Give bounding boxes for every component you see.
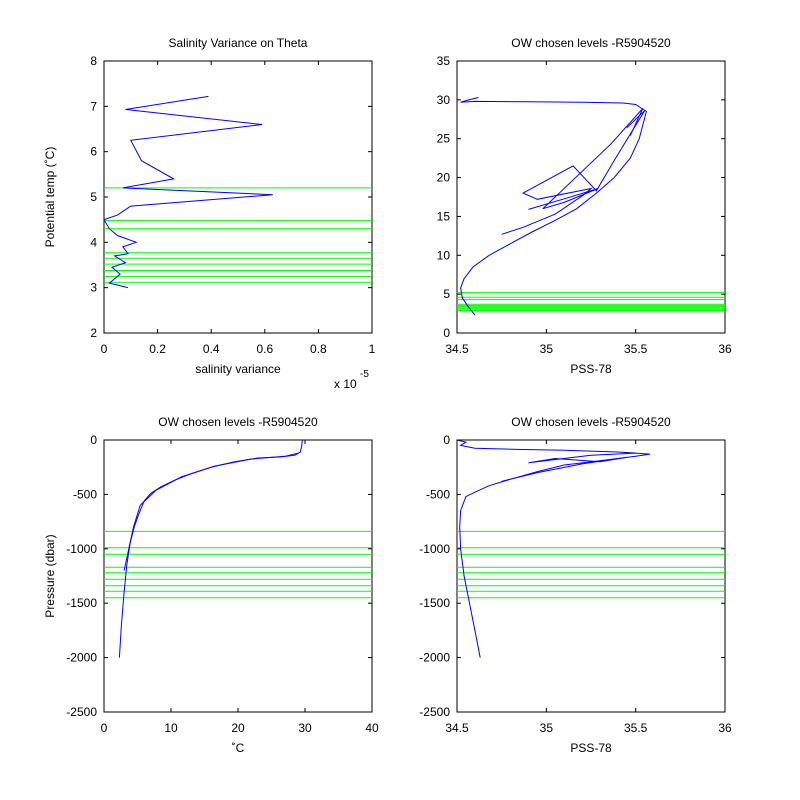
salinity-variance-panel: 0 0.2 0.4 0.6 0.8 1 2 3 4 5 6 7 8 Salinity Variance o… [43,36,376,391]
series-line [501,110,646,235]
y-tick-label: -1000 [66,542,97,556]
x-tick-label: 35 [540,721,554,735]
x-axis-label: ˚C [232,741,245,755]
x-tick-label: 36 [718,721,732,735]
salinity-theta-panel: 34.5 35 35.5 36 0 5 10 15 20 25 30 35 OW chosen leve… [437,36,732,376]
y-axis-label: Pressure (dbar) [43,534,57,617]
y-tick-label: -2000 [419,651,450,665]
y-tick-label: 3 [90,281,97,295]
y-tick-label: 6 [90,145,97,159]
y-tick-label: -1000 [419,542,450,556]
x-tick-label: 0.6 [256,342,273,356]
y-tick-label: -500 [426,487,450,501]
y-tick-label: 5 [90,190,97,204]
x-tick-label: 40 [365,721,379,735]
chart-title: OW chosen levels -R5904520 [511,36,671,50]
x-tick-label: 0.8 [310,342,327,356]
y-tick-label: 25 [437,132,451,146]
y-tick-label: -500 [73,487,97,501]
chart-title: OW chosen levels -R5904520 [511,415,671,429]
y-tick-label: 8 [90,54,97,68]
x-axis-label: salinity variance [195,362,281,376]
series-line [103,95,273,289]
x-axis-label: PSS-78 [570,362,612,376]
series-line [460,97,647,316]
y-tick-label: -1500 [66,596,97,610]
chart-title: Salinity Variance on Theta [169,36,308,50]
x-tick-label: 0 [101,342,108,356]
y-tick-label: -2500 [419,705,450,719]
temperature-pressure-panel: 0 10 20 30 40 -2500 -2000 -1500 -1000 -500 0 OW cho… [43,415,379,755]
x-tick-label: 34.5 [445,721,469,735]
x-tick-label: 0 [101,721,108,735]
x-tick-label: 35.5 [624,721,648,735]
axes-frame [456,439,726,713]
y-tick-label: 0 [443,326,450,340]
y-axis-label: Potential temp (˚C) [43,147,57,248]
y-tick-label: -2000 [66,651,97,665]
x-tick-label: 20 [231,721,245,735]
x-tick-label: 30 [298,721,312,735]
y-tick-label: 15 [437,209,451,223]
y-tick-label: 10 [437,248,451,262]
x-exponent-power: -5 [360,369,369,380]
x-tick-label: 35.5 [624,342,648,356]
y-tick-label: 0 [90,433,97,447]
salinity-pressure-panel: 34.5 35 35.5 36 -2500 -2000 -1500 -1000 -500 0 OW … [419,415,732,755]
x-tick-label: 35 [540,342,554,356]
y-tick-label: -2500 [66,705,97,719]
y-tick-label: 0 [443,433,450,447]
series-line [118,439,303,658]
series-line [501,452,636,482]
y-tick-label: 30 [437,93,451,107]
axes-frame [456,60,726,334]
y-tick-label: 2 [90,326,97,340]
chart-title: OW chosen levels -R5904520 [158,415,318,429]
series-line [123,452,299,571]
x-tick-label: 34.5 [445,342,469,356]
axes-frame [103,439,373,713]
series-line [456,439,651,658]
y-tick-label: 20 [437,171,451,185]
x-tick-label: 1 [369,342,376,356]
y-tick-label: 35 [437,54,451,68]
series-line [528,108,644,210]
x-tick-label: 36 [718,342,732,356]
x-tick-label: 0.2 [149,342,166,356]
y-tick-label: -1500 [419,596,450,610]
x-tick-label: 10 [164,721,178,735]
x-tick-label: 0.4 [203,342,220,356]
x-axis-label: PSS-78 [570,741,612,755]
x-exponent-label: x 10 [334,377,357,391]
y-tick-label: 5 [443,287,450,301]
y-tick-label: 7 [90,99,97,113]
y-tick-label: 4 [90,235,97,249]
